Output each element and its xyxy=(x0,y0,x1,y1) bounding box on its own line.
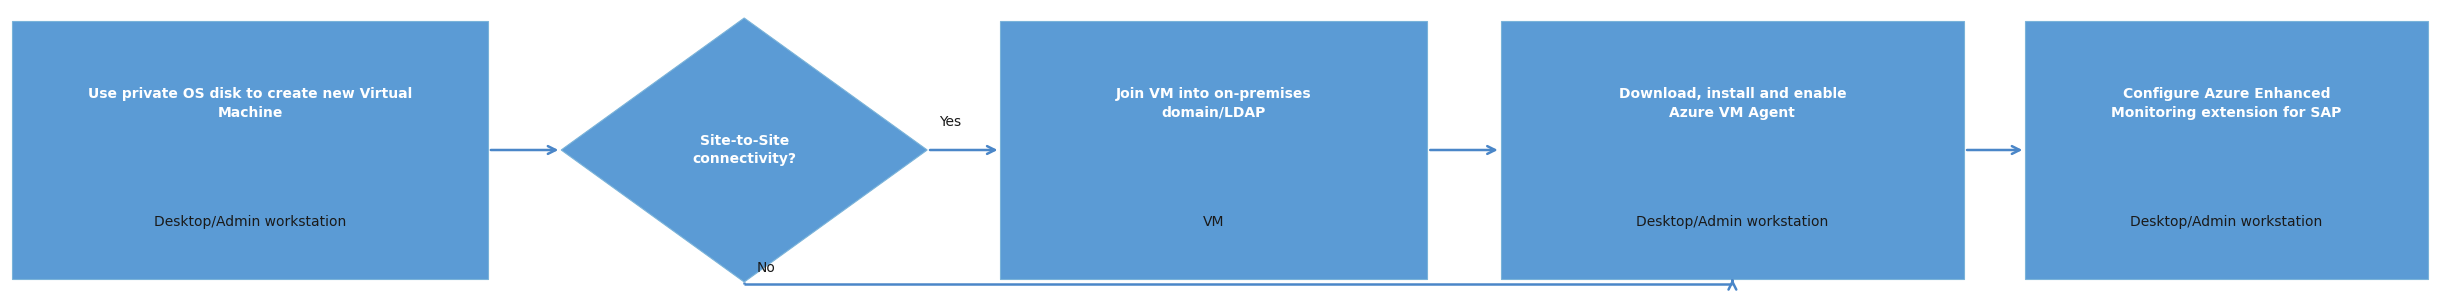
Text: VM: VM xyxy=(1203,215,1225,229)
Text: Desktop/Admin workstation: Desktop/Admin workstation xyxy=(1637,215,1828,229)
Text: Desktop/Admin workstation: Desktop/Admin workstation xyxy=(154,215,346,229)
Text: Configure Azure Enhanced
Monitoring extension for SAP: Configure Azure Enhanced Monitoring exte… xyxy=(2111,87,2342,120)
Text: Desktop/Admin workstation: Desktop/Admin workstation xyxy=(2130,215,2323,229)
Text: Join VM into on-premises
domain/LDAP: Join VM into on-premises domain/LDAP xyxy=(1115,87,1313,120)
FancyBboxPatch shape xyxy=(1000,21,1427,279)
FancyBboxPatch shape xyxy=(1501,21,1964,279)
Text: Download, install and enable
Azure VM Agent: Download, install and enable Azure VM Ag… xyxy=(1618,87,1847,120)
FancyBboxPatch shape xyxy=(12,21,488,279)
Polygon shape xyxy=(561,18,927,282)
Text: Site-to-Site
connectivity?: Site-to-Site connectivity? xyxy=(693,134,795,166)
Text: Yes: Yes xyxy=(939,115,961,129)
Text: Use private OS disk to create new Virtual
Machine: Use private OS disk to create new Virtua… xyxy=(88,87,412,120)
Text: No: No xyxy=(756,260,776,274)
FancyBboxPatch shape xyxy=(2025,21,2428,279)
